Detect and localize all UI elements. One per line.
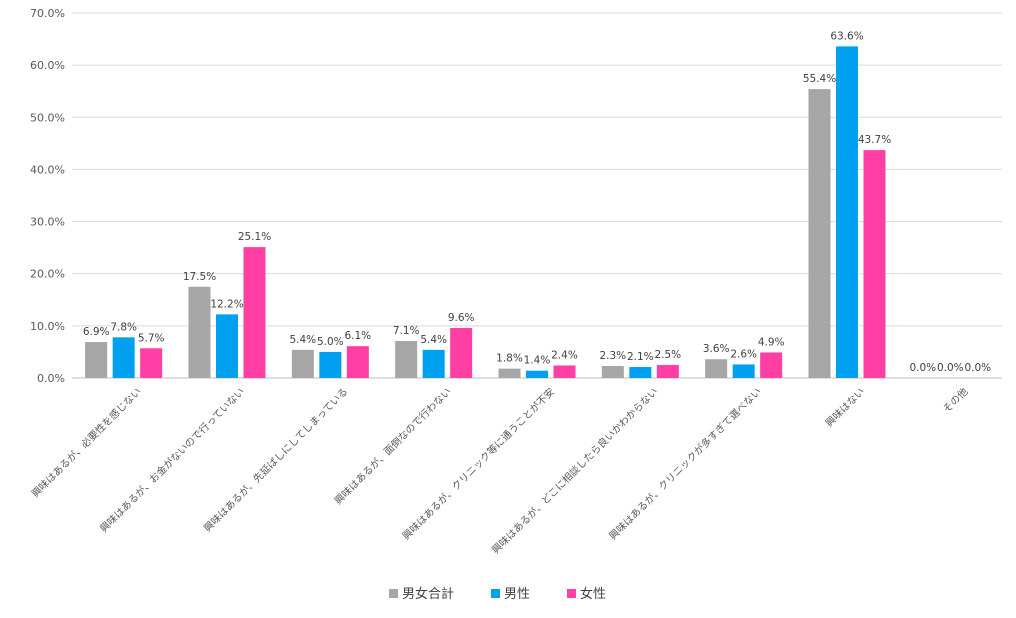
bar bbox=[422, 349, 445, 378]
bar bbox=[526, 370, 548, 378]
data-label: 1.8% bbox=[496, 353, 523, 365]
bar bbox=[732, 364, 755, 378]
legend-label: 男女合計 bbox=[402, 586, 454, 602]
bar bbox=[705, 359, 728, 378]
y-tick-label: 40.0% bbox=[30, 163, 65, 176]
data-label: 6.1% bbox=[344, 330, 371, 342]
data-label: 7.8% bbox=[110, 321, 137, 333]
data-label: 55.4% bbox=[803, 73, 836, 85]
bar bbox=[395, 340, 418, 378]
data-label: 7.1% bbox=[393, 325, 420, 337]
data-label: 3.6% bbox=[703, 343, 730, 355]
data-label: 43.7% bbox=[858, 134, 891, 146]
bar bbox=[291, 349, 314, 378]
gridlines bbox=[72, 12, 1002, 379]
bar bbox=[656, 364, 679, 378]
legend: 男女合計 男性 女性 bbox=[389, 586, 606, 602]
data-label: 2.3% bbox=[599, 350, 626, 362]
data-label: 5.0% bbox=[317, 336, 344, 348]
data-label: 4.9% bbox=[758, 336, 785, 348]
bar bbox=[629, 367, 652, 378]
data-label: 2.1% bbox=[627, 351, 654, 363]
data-label: 5.7% bbox=[138, 332, 165, 344]
data-label: 2.6% bbox=[730, 348, 757, 360]
bar bbox=[85, 342, 108, 378]
data-label: 0.0% bbox=[937, 362, 964, 374]
bar bbox=[243, 247, 266, 378]
legend-label: 男性 bbox=[504, 587, 530, 602]
legend-item: 男性 bbox=[491, 587, 530, 602]
bar bbox=[553, 365, 576, 378]
x-tick-label: 興味はあるが、どこに相談したら良いかわからない bbox=[489, 385, 660, 556]
x-axis: 興味はあるが、必要性を感じない興味はあるが、お金がないので行っていない興味はある… bbox=[29, 385, 971, 556]
y-tick-label: 60.0% bbox=[30, 59, 65, 72]
data-label: 2.5% bbox=[654, 349, 681, 361]
y-tick-label: 30.0% bbox=[30, 216, 65, 229]
x-tick-label: 興味はあるが、必要性を感じない bbox=[29, 385, 144, 500]
data-label: 0.0% bbox=[909, 362, 936, 374]
bar bbox=[863, 150, 886, 378]
legend-label: 女性 bbox=[580, 586, 606, 602]
data-label: 5.4% bbox=[289, 334, 316, 346]
legend-swatch bbox=[491, 589, 500, 598]
bar bbox=[836, 46, 858, 378]
x-tick-label: 興味はあるが、面倒なので行わない bbox=[332, 385, 454, 507]
data-label: 12.2% bbox=[210, 298, 243, 310]
bar bbox=[760, 352, 783, 378]
y-tick-label: 20.0% bbox=[30, 268, 65, 281]
bar bbox=[112, 337, 135, 378]
bar bbox=[140, 348, 163, 378]
legend-item: 女性 bbox=[567, 586, 606, 602]
legend-swatch bbox=[567, 589, 576, 598]
y-tick-label: 50.0% bbox=[30, 111, 65, 124]
data-labels: 6.9%17.5%5.4%7.1%1.8% 2.3%3.6%55.4%0.0%7.… bbox=[83, 30, 991, 374]
bar bbox=[498, 368, 521, 378]
bars bbox=[85, 46, 886, 378]
bar bbox=[450, 327, 473, 378]
data-label: 2.4% bbox=[551, 349, 578, 361]
bar bbox=[319, 351, 342, 378]
data-label: 17.5% bbox=[183, 271, 216, 283]
data-label: 9.6% bbox=[448, 312, 475, 324]
data-label: 63.6% bbox=[830, 30, 863, 42]
x-tick-label: その他 bbox=[940, 385, 970, 415]
y-tick-label: 70.0% bbox=[30, 7, 65, 20]
y-axis: 0.0% 10.0% 20.0% 30.0% 40.0% 50.0% 60.0% 70.0% bbox=[30, 7, 65, 385]
y-tick-label: 0.0% bbox=[37, 372, 65, 385]
legend-item: 男女合計 bbox=[389, 586, 454, 602]
data-label: 1.4% bbox=[524, 355, 551, 367]
x-tick-label: 興味はない bbox=[823, 386, 867, 430]
data-label: 5.4% bbox=[420, 334, 447, 346]
bar bbox=[216, 314, 238, 378]
bar bbox=[808, 89, 831, 378]
bar bbox=[346, 346, 369, 378]
bar bbox=[188, 286, 211, 378]
bar bbox=[601, 366, 624, 378]
data-label: 25.1% bbox=[238, 231, 271, 243]
data-label: 6.9% bbox=[83, 326, 110, 338]
data-label: 0.0% bbox=[964, 362, 991, 374]
y-tick-label: 10.0% bbox=[30, 320, 65, 333]
legend-swatch bbox=[389, 589, 398, 598]
